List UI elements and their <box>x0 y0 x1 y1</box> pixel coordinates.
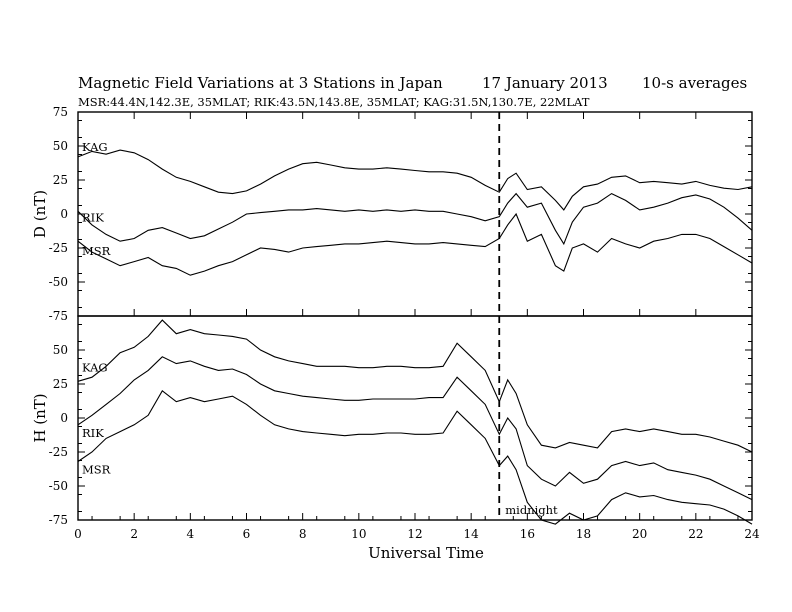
y-tick-label: 50 <box>53 139 68 153</box>
series-label-kag: KAG <box>82 360 108 374</box>
y-tick-label: 0 <box>60 207 68 221</box>
panel-h-horizontal: 50 25 0 -25 -50 -75 H (nT) KAG RIK MSR <box>31 315 753 527</box>
series-line-kag <box>77 319 753 453</box>
x-tick-label: 2 <box>130 527 138 541</box>
x-tick-label: 24 <box>744 527 760 541</box>
series-label-rik: RIK <box>82 426 104 440</box>
series-label-rik: RIK <box>82 210 104 224</box>
x-tick-label: 18 <box>576 527 591 541</box>
x-tick-label: 10 <box>351 527 366 541</box>
series-line-msr <box>77 212 753 276</box>
y-axis-label: H (nT) <box>31 393 49 442</box>
y-axis-label: D (nT) <box>31 190 49 238</box>
y-tick-label: 75 <box>53 105 68 119</box>
y-tick-label: -25 <box>49 241 68 255</box>
x-tick-label: 16 <box>520 527 535 541</box>
y-tick-label: -75 <box>49 513 68 527</box>
chart-averaging: 10-s averages <box>642 74 747 92</box>
x-tick-label: 14 <box>464 527 480 541</box>
y-tick-label: -75 <box>49 309 68 323</box>
y-tick-label: 25 <box>53 173 68 187</box>
x-tick-label: 8 <box>299 527 307 541</box>
series-line-msr <box>77 389 753 525</box>
panel-d-declination: 75 50 25 0 -25 -50 -75 D (nT) KAG RIK MSR <box>31 105 753 323</box>
y-tick-label: -50 <box>49 275 68 289</box>
x-axis-label: Universal Time <box>368 544 484 562</box>
y-tick-label: 25 <box>53 377 68 391</box>
x-tick-label: 6 <box>243 527 251 541</box>
series-label-kag: KAG <box>82 140 108 154</box>
x-tick-label: 20 <box>632 527 647 541</box>
x-tick-label: 12 <box>407 527 422 541</box>
x-axis: 0 2 4 6 8 10 12 14 16 18 20 22 24 <box>74 112 760 541</box>
panel-frame <box>77 111 753 317</box>
midnight-annotation: midnight <box>505 503 558 517</box>
y-tick-label: 0 <box>60 411 68 425</box>
y-tick-label: 50 <box>53 343 68 357</box>
x-tick-label: 0 <box>74 527 82 541</box>
series-label-msr: MSR <box>82 244 111 258</box>
x-tick-label: 22 <box>688 527 703 541</box>
y-tick-label: -25 <box>49 445 68 459</box>
series-line-kag <box>77 149 753 211</box>
y-tick-label: -50 <box>49 479 68 493</box>
series-line-rik <box>77 192 753 246</box>
chart-date: 17 January 2013 <box>482 74 608 92</box>
panel-frame <box>77 315 753 521</box>
chart-title: Magnetic Field Variations at 3 Stations … <box>78 74 443 92</box>
series-label-msr: MSR <box>82 463 111 477</box>
x-tick-label: 4 <box>187 527 195 541</box>
series-line-rik <box>77 356 753 501</box>
chart-subtitle: MSR:44.4N,142.3E, 35MLAT; RIK:43.5N,143.… <box>78 95 590 109</box>
